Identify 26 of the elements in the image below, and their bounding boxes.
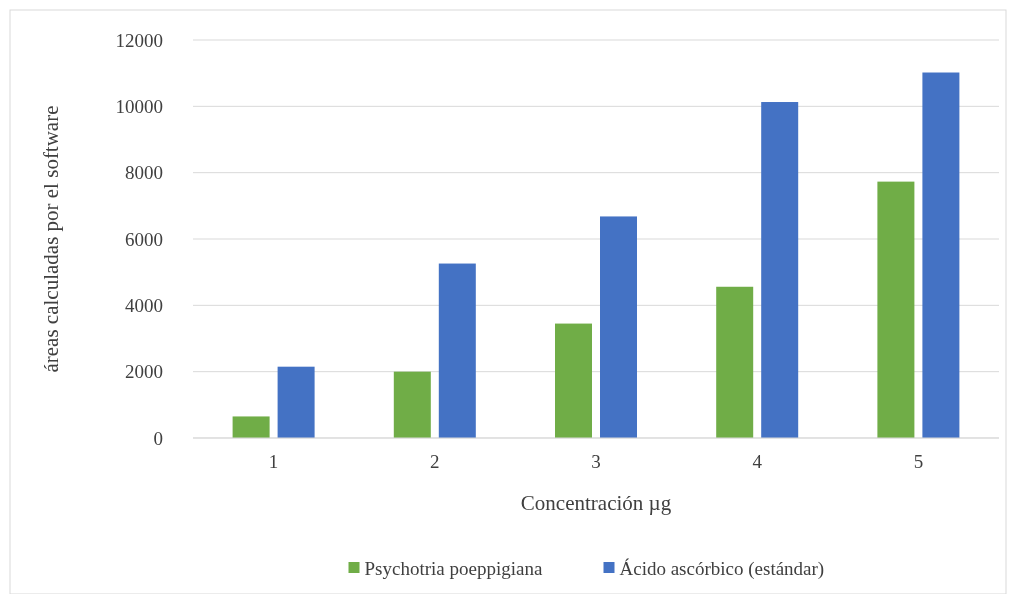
y-tick-label: 8000 bbox=[125, 162, 163, 184]
y-tick-label: 12000 bbox=[115, 29, 163, 51]
y-tick-label: 2000 bbox=[125, 361, 163, 383]
bar bbox=[716, 286, 754, 438]
bar bbox=[555, 323, 592, 438]
bar bbox=[877, 181, 915, 438]
bar bbox=[393, 371, 431, 438]
legend-label: Ácido ascórbico (estándar) bbox=[619, 557, 825, 580]
bar bbox=[761, 102, 799, 438]
y-tick-label: 4000 bbox=[125, 294, 163, 316]
legend-label: Psychotria poeppigiana bbox=[364, 557, 543, 579]
x-tick-label: 1 bbox=[268, 451, 279, 472]
bar bbox=[232, 416, 270, 438]
bar bbox=[922, 72, 960, 438]
bar bbox=[277, 366, 315, 438]
x-tick-label: 2 bbox=[430, 451, 440, 472]
x-tick-label: 5 bbox=[913, 451, 924, 472]
y-tick-label: 6000 bbox=[125, 228, 163, 250]
x-axis-title: Concentración µg bbox=[520, 491, 672, 515]
x-tick-label: 3 bbox=[591, 451, 601, 472]
x-tick-label: 4 bbox=[752, 451, 763, 472]
bar bbox=[438, 263, 476, 438]
y-tick-label: 0 bbox=[153, 427, 163, 449]
bar bbox=[600, 216, 637, 438]
y-tick-label: 10000 bbox=[115, 95, 163, 117]
y-axis-title: áreas calculadas por el software bbox=[39, 105, 63, 373]
